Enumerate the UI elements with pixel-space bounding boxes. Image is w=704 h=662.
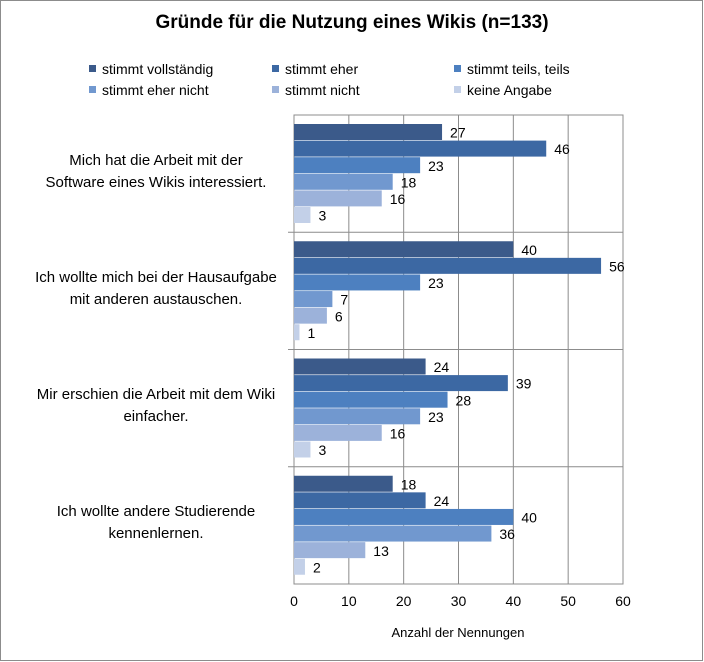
- x-tick-label: 50: [560, 593, 576, 609]
- x-tick-label: 10: [341, 593, 357, 609]
- data-label: 40: [521, 510, 537, 526]
- bar: [294, 257, 602, 274]
- legend-swatch: [272, 65, 279, 72]
- bar: [294, 508, 514, 525]
- data-label: 23: [428, 409, 444, 425]
- bar: [294, 173, 393, 190]
- bar: [294, 190, 382, 207]
- bar: [294, 241, 514, 258]
- chart-title: Gründe für die Nutzung eines Wikis (n=13…: [155, 12, 549, 33]
- bar: [294, 291, 333, 308]
- category-label: Mir erschien die Arbeit mit dem Wiki einf…: [36, 386, 276, 426]
- legend-item: stimmt eher nicht: [89, 82, 209, 98]
- data-label: 46: [554, 141, 570, 157]
- data-label: 3: [318, 442, 326, 458]
- data-label: 3: [318, 208, 326, 224]
- bar: [294, 542, 366, 559]
- bar: [294, 157, 421, 174]
- data-label: 13: [373, 543, 389, 559]
- legend-swatch: [89, 86, 96, 93]
- bar: [294, 140, 547, 157]
- category-label: Ich wollte andere Studierende kennenlerne…: [56, 503, 256, 543]
- data-label: 2: [313, 559, 321, 575]
- data-label: 18: [401, 476, 417, 492]
- legend-label: stimmt teils, teils: [467, 61, 570, 77]
- data-label: 18: [401, 174, 417, 190]
- legend-swatch: [454, 86, 461, 93]
- data-label: 16: [390, 426, 406, 442]
- bar: [294, 124, 443, 140]
- data-label: 7: [340, 292, 348, 308]
- data-label: 36: [499, 526, 515, 542]
- data-label: 6: [335, 308, 343, 324]
- bar: [294, 525, 492, 542]
- category-label: Mich hat die Arbeit mit der Software eine…: [45, 151, 267, 191]
- x-tick-label: 60: [615, 593, 631, 609]
- legend-item: keine Angabe: [454, 82, 552, 98]
- bar: [294, 558, 305, 575]
- bar: [294, 424, 382, 441]
- data-label: 24: [434, 359, 450, 375]
- legend-swatch: [89, 65, 96, 72]
- category-label: Ich wollte mich bei der Hausaufgabe mit a…: [35, 268, 277, 308]
- bar: [294, 492, 426, 509]
- data-label: 28: [456, 392, 472, 408]
- data-label: 27: [450, 125, 466, 141]
- data-label: 23: [428, 275, 444, 291]
- legend-item: stimmt vollständig: [89, 61, 213, 77]
- bar: [294, 324, 300, 341]
- bar: [294, 441, 311, 458]
- legend-label: stimmt eher nicht: [102, 82, 209, 98]
- data-label: 1: [307, 325, 315, 341]
- x-tick-label: 40: [506, 593, 522, 609]
- data-label: 23: [428, 158, 444, 174]
- bar: [294, 475, 393, 492]
- legend-swatch: [272, 86, 279, 93]
- data-label: 39: [516, 376, 532, 392]
- x-tick-label: 0: [290, 593, 298, 609]
- legend-label: keine Angabe: [467, 82, 552, 98]
- x-axis-title: Anzahl der Nennungen: [392, 625, 525, 640]
- legend-label: stimmt eher: [285, 61, 359, 77]
- bar: [294, 358, 426, 375]
- data-label: 56: [609, 258, 625, 274]
- data-label: 24: [434, 493, 450, 509]
- data-label: 16: [390, 191, 406, 207]
- x-tick-label: 20: [396, 593, 412, 609]
- legend-item: stimmt nicht: [272, 82, 360, 98]
- bar: [294, 391, 448, 408]
- bar: [294, 207, 311, 223]
- legend-item: stimmt teils, teils: [454, 61, 570, 77]
- data-label: 40: [521, 242, 537, 258]
- x-tick-label: 30: [451, 593, 467, 609]
- bar: [294, 274, 421, 291]
- legend-swatch: [454, 65, 461, 72]
- legend-label: stimmt vollständig: [102, 61, 214, 77]
- bar: [294, 408, 421, 425]
- bar: [294, 375, 508, 392]
- legend-label: stimmt nicht: [285, 82, 360, 98]
- bar: [294, 307, 327, 324]
- legend-item: stimmt eher: [272, 61, 358, 77]
